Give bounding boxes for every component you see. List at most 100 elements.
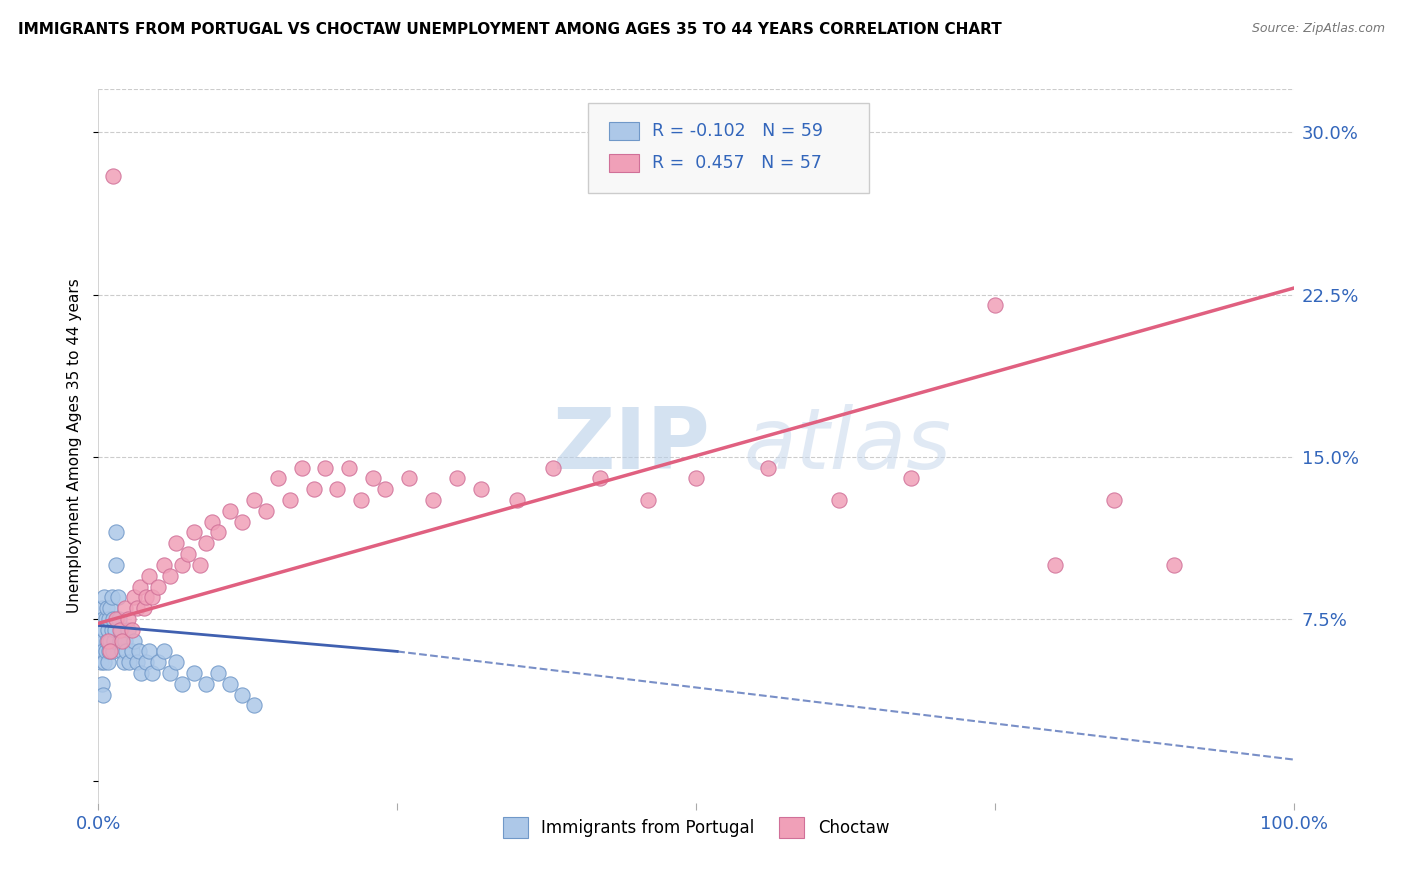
Point xyxy=(506,493,529,508)
Point xyxy=(101,169,124,183)
Point xyxy=(101,644,124,658)
Point xyxy=(267,471,290,485)
Point xyxy=(138,644,160,658)
Point xyxy=(97,623,120,637)
Point xyxy=(231,515,253,529)
Point xyxy=(131,666,153,681)
Point xyxy=(94,644,117,658)
Point xyxy=(91,688,114,702)
Point xyxy=(135,655,157,669)
Point xyxy=(374,482,396,496)
Point xyxy=(685,471,707,485)
Point xyxy=(141,666,163,681)
Point xyxy=(105,612,128,626)
Point xyxy=(756,460,779,475)
Point xyxy=(398,471,420,485)
Point xyxy=(153,644,176,658)
Point xyxy=(172,677,194,691)
Point xyxy=(195,536,218,550)
Point xyxy=(100,591,122,605)
Point xyxy=(121,644,143,658)
Point xyxy=(97,655,120,669)
Legend: Immigrants from Portugal, Choctaw: Immigrants from Portugal, Choctaw xyxy=(496,811,896,845)
Point xyxy=(100,623,122,637)
Point xyxy=(91,677,114,691)
Point xyxy=(105,558,128,572)
Point xyxy=(91,601,114,615)
Point xyxy=(219,504,242,518)
Point xyxy=(541,460,564,475)
Point xyxy=(363,471,385,485)
Point xyxy=(104,623,127,637)
Point xyxy=(135,591,157,605)
Point xyxy=(350,493,373,508)
Point xyxy=(278,493,301,508)
Point xyxy=(165,536,187,550)
Point xyxy=(111,644,134,658)
Point xyxy=(422,493,444,508)
Point xyxy=(254,504,277,518)
Point xyxy=(470,482,492,496)
Point xyxy=(138,568,160,582)
Text: Source: ZipAtlas.com: Source: ZipAtlas.com xyxy=(1251,22,1385,36)
Point xyxy=(231,688,253,702)
Point xyxy=(129,580,152,594)
Point xyxy=(207,666,229,681)
Text: R = -0.102   N = 59: R = -0.102 N = 59 xyxy=(652,121,823,139)
Point xyxy=(111,633,134,648)
Point xyxy=(159,568,181,582)
Point xyxy=(302,482,325,496)
Point xyxy=(115,644,138,658)
Point xyxy=(117,623,139,637)
Point xyxy=(112,655,135,669)
Point xyxy=(125,601,148,615)
Point xyxy=(114,601,136,615)
Point xyxy=(91,612,114,626)
Point xyxy=(93,591,115,605)
Point xyxy=(98,644,122,658)
Point xyxy=(183,666,205,681)
Text: atlas: atlas xyxy=(744,404,952,488)
Text: ZIP: ZIP xyxy=(553,404,710,488)
Point xyxy=(90,655,112,669)
Point xyxy=(105,525,128,540)
Point xyxy=(125,655,148,669)
Point xyxy=(98,601,122,615)
Point xyxy=(97,633,120,648)
Y-axis label: Unemployment Among Ages 35 to 44 years: Unemployment Among Ages 35 to 44 years xyxy=(67,278,83,614)
Point xyxy=(188,558,211,572)
Point xyxy=(326,482,349,496)
Point xyxy=(101,612,124,626)
Point xyxy=(177,547,200,561)
Point xyxy=(90,623,112,637)
Point xyxy=(128,644,150,658)
Point xyxy=(446,471,468,485)
Point xyxy=(117,612,139,626)
Point xyxy=(98,612,121,626)
Point xyxy=(207,525,229,540)
Point xyxy=(201,515,224,529)
Point xyxy=(118,655,141,669)
Point xyxy=(121,623,143,637)
Point xyxy=(315,460,337,475)
Point xyxy=(91,633,114,648)
Point xyxy=(183,525,205,540)
Point xyxy=(828,493,851,508)
Point xyxy=(96,601,118,615)
Point xyxy=(98,644,121,658)
Point xyxy=(93,655,115,669)
FancyBboxPatch shape xyxy=(609,153,638,171)
Point xyxy=(195,677,218,691)
Point xyxy=(148,655,170,669)
Point xyxy=(291,460,314,475)
Point xyxy=(1104,493,1126,508)
Point xyxy=(219,677,242,691)
Point xyxy=(124,591,146,605)
Point xyxy=(98,633,122,648)
Point xyxy=(1163,558,1185,572)
Point xyxy=(153,558,176,572)
Point xyxy=(172,558,194,572)
FancyBboxPatch shape xyxy=(589,103,869,193)
Point xyxy=(93,623,115,637)
Point xyxy=(165,655,187,669)
